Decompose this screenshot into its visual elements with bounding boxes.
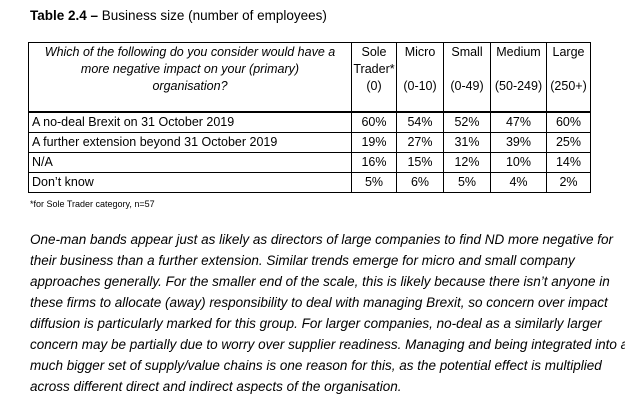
cell-value: 27%	[396, 131, 444, 153]
cell-value: 4%	[490, 171, 547, 193]
cell-value: 5%	[443, 171, 491, 193]
paragraph-line: concern may be partially due to worry ov…	[30, 337, 625, 352]
row-label: A further extension beyond 31 October 20…	[28, 131, 352, 153]
table-caption: Table 2.4 – Business size (number of emp…	[30, 8, 327, 23]
column-header-line: Sole	[361, 45, 387, 59]
question-header: Which of the following do you consider w…	[28, 42, 352, 112]
column-header-line: Small	[451, 45, 483, 59]
column-header-line: (50-249)	[494, 79, 543, 93]
column-header-line: Medium	[496, 45, 541, 59]
cell-value: 54%	[396, 110, 444, 133]
paragraph-line: much bigger set of supply/value chains i…	[30, 358, 602, 373]
cell-value: 19%	[351, 131, 397, 153]
column-header-line: Large	[552, 45, 585, 59]
cell-value: 2%	[546, 171, 591, 193]
row-label: Don’t know	[28, 171, 352, 193]
cell-value: 14%	[546, 151, 591, 173]
column-header-medium: Medium (50-249)	[490, 42, 547, 112]
table-title: Business size (number of employees)	[98, 8, 327, 23]
table-row: A no-deal Brexit on 31 October 2019 60% …	[28, 110, 591, 133]
table-footnote: *for Sole Trader category, n=57	[30, 199, 155, 209]
table-row: Don’t know 5% 6% 5% 4% 2%	[28, 171, 591, 193]
paragraph-line: One-man bands appear just as likely as d…	[30, 232, 614, 247]
cell-value: 60%	[351, 110, 397, 133]
cell-value: 25%	[546, 131, 591, 153]
paragraph-line: diffusion is particularly marked for thi…	[30, 316, 602, 331]
question-line: organisation?	[152, 79, 228, 93]
column-header-line	[547, 61, 590, 78]
row-label: N/A	[28, 151, 352, 173]
column-header-line: (0-49)	[450, 79, 484, 93]
cell-value: 15%	[396, 151, 444, 173]
business-size-table: Which of the following do you consider w…	[28, 42, 591, 193]
column-header-large: Large (250+)	[546, 42, 591, 112]
cell-value: 31%	[443, 131, 491, 153]
paragraph-line: approaches generally. For the smaller en…	[30, 274, 610, 289]
column-header-small: Small (0-49)	[443, 42, 491, 112]
column-header-micro: Micro (0-10)	[396, 42, 444, 112]
cell-value: 47%	[490, 110, 547, 133]
column-header-line: Trader*	[353, 62, 395, 76]
paragraph-line: across different direct and indirect asp…	[30, 379, 402, 394]
cell-value: 60%	[546, 110, 591, 133]
column-header-sole-trader: Sole Trader* (0)	[351, 42, 397, 112]
cell-value: 5%	[351, 171, 397, 193]
table-number: Table 2.4 –	[30, 8, 99, 23]
column-header-line	[444, 61, 490, 78]
column-header-line	[397, 61, 443, 78]
cell-value: 6%	[396, 171, 444, 193]
cell-value: 10%	[490, 151, 547, 173]
table-row: A further extension beyond 31 October 20…	[28, 131, 591, 153]
table-row: N/A 16% 15% 12% 10% 14%	[28, 151, 591, 173]
cell-value: 39%	[490, 131, 547, 153]
cell-value: 16%	[351, 151, 397, 173]
paragraph-line: these firms to allocate (away) responsib…	[30, 295, 608, 310]
question-line: Which of the following do you consider w…	[44, 45, 336, 59]
cell-value: 12%	[443, 151, 491, 173]
column-header-line: (0)	[366, 79, 382, 93]
cell-value: 52%	[443, 110, 491, 133]
question-line: more negative impact on your (primary)	[80, 62, 300, 76]
column-header-line	[491, 61, 546, 78]
column-header-line: (250+)	[550, 79, 587, 93]
body-paragraph: One-man bands appear just as likely as d…	[30, 229, 625, 397]
row-label: A no-deal Brexit on 31 October 2019	[28, 110, 352, 133]
column-header-line: (0-10)	[403, 79, 437, 93]
table-header-row: Which of the following do you consider w…	[28, 42, 591, 112]
paragraph-line: their business than a further extension.…	[30, 253, 575, 268]
column-header-line: Micro	[404, 45, 436, 59]
